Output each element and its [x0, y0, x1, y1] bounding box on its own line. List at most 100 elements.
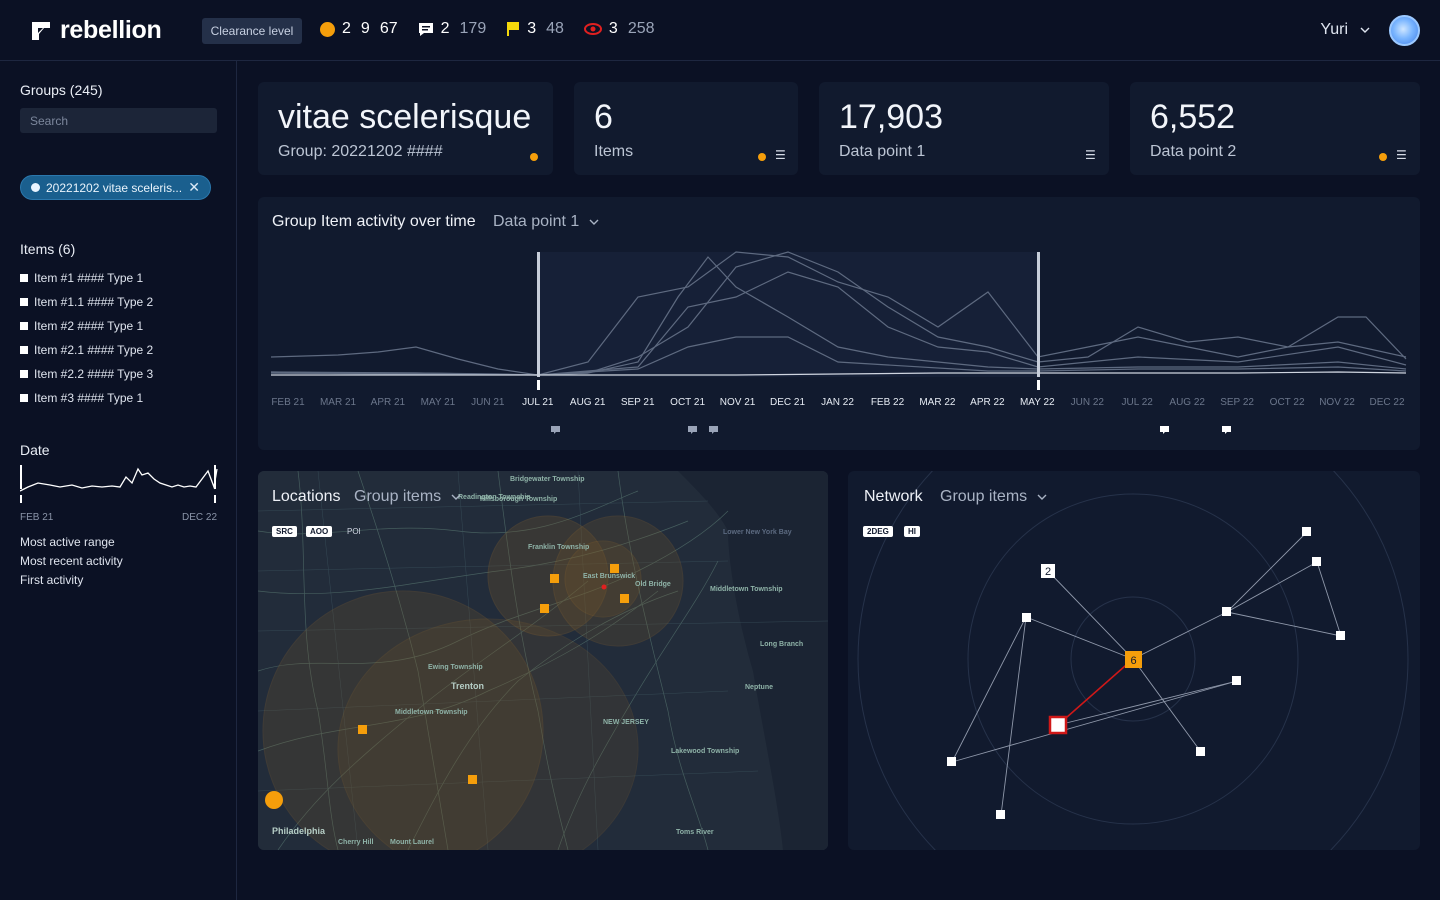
alert-node[interactable]	[1048, 715, 1068, 735]
month-tick-label: SEP 21	[621, 397, 655, 408]
poi-marker[interactable]	[468, 775, 477, 784]
activity-panel: Group Item activity over time Data point…	[258, 197, 1420, 450]
items-card[interactable]: 6 Items ☰	[574, 82, 798, 175]
stat-flags[interactable]: 3 48	[506, 20, 564, 38]
brand-name: rebellion	[60, 16, 162, 44]
comment-marker-icon[interactable]	[1160, 426, 1169, 434]
stat-comments[interactable]: 2 179	[418, 20, 486, 38]
selected-range	[538, 252, 1039, 377]
current-location-dot[interactable]	[601, 584, 607, 590]
avatar[interactable]	[1389, 15, 1420, 46]
range-end-handle[interactable]	[1037, 252, 1040, 377]
poi-marker[interactable]	[550, 574, 559, 583]
group-id: Group: 20221202 ####	[278, 143, 443, 160]
tag-src[interactable]: SRC	[272, 526, 297, 537]
chevron-down-icon	[589, 219, 599, 225]
menu-icon[interactable]: ☰	[1396, 148, 1407, 162]
first-activity-link[interactable]: First activity	[20, 573, 84, 587]
comment-marker-icon[interactable]	[709, 426, 718, 434]
most-active-range-link[interactable]: Most active range	[20, 535, 115, 549]
list-item[interactable]: Item #3 #### Type 1	[20, 386, 153, 410]
network-graph[interactable]: 2 6	[848, 471, 1420, 850]
poi-marker[interactable]	[610, 564, 619, 573]
comment-marker-icon[interactable]	[551, 426, 560, 434]
menu-icon[interactable]: ☰	[1085, 148, 1096, 162]
brand-logo[interactable]: rebellion	[30, 16, 162, 45]
month-tick-label: FEB 22	[871, 397, 905, 408]
tag-2deg[interactable]: 2DEG	[863, 526, 893, 537]
stat-value: 3	[527, 20, 537, 37]
activity-chart[interactable]: FEB 21 MAR 21 APR 21 MAY 21 JUN 21 JUL 21 AUG …	[258, 197, 1420, 450]
tag-poi[interactable]: POI	[347, 527, 361, 536]
month-tick-label: OCT 22	[1270, 397, 1305, 408]
locations-map[interactable]: Hillsborough Township Franklin Township Ea…	[258, 471, 828, 850]
item-square-icon	[20, 346, 28, 354]
poi-marker[interactable]	[620, 594, 629, 603]
tag-aoo[interactable]: AOO	[306, 526, 333, 537]
stat-value: 48	[546, 20, 564, 37]
chip-dot-icon	[31, 183, 40, 192]
activity-metric-dropdown[interactable]: Data point 1	[493, 213, 599, 231]
network-panel: 2 6 Network Group items 2DEG HI	[848, 471, 1420, 850]
items-count: 6	[594, 98, 613, 136]
data-point-2-card[interactable]: 6,552 Data point 2 ☰	[1130, 82, 1420, 175]
network-node[interactable]	[1232, 676, 1241, 685]
list-item[interactable]: Item #2.2 #### Type 3	[20, 362, 153, 386]
locations-panel: Hillsborough Township Franklin Township Ea…	[258, 471, 828, 850]
range-start-handle[interactable]	[537, 252, 540, 377]
user-menu[interactable]: Yuri	[1320, 21, 1370, 39]
list-item[interactable]: Item #1 #### Type 1	[20, 266, 153, 290]
date-range-sparkline[interactable]	[20, 461, 220, 507]
item-label: Item #3 #### Type 1	[34, 391, 144, 405]
groups-title: Groups (245)	[20, 82, 103, 98]
network-node[interactable]	[1196, 747, 1205, 756]
selected-group-chip[interactable]: 20221202 vitae sceleris... ✕	[20, 175, 211, 200]
stat-value: 258	[627, 20, 655, 37]
close-icon[interactable]: ✕	[188, 179, 200, 195]
map-place-label: Franklin Township	[528, 544, 589, 551]
network-node[interactable]	[1022, 613, 1031, 622]
group-card[interactable]: vitae scelerisque Group: 20221202 ####	[258, 82, 553, 175]
stat-value: 9	[360, 20, 370, 37]
stat-views[interactable]: 3 258	[583, 20, 655, 38]
network-filter-dropdown[interactable]: Group items	[940, 488, 1047, 506]
network-node[interactable]	[1312, 557, 1321, 566]
network-node[interactable]	[1302, 527, 1311, 536]
stat-groups[interactable]: 2 9 67	[320, 20, 398, 38]
network-title: Network	[864, 488, 923, 505]
network-node[interactable]	[996, 810, 1005, 819]
comment-marker-icon[interactable]	[688, 426, 697, 434]
map-place-label: Long Branch	[760, 641, 803, 648]
data-point-1-card[interactable]: 17,903 Data point 1 ☰	[819, 82, 1109, 175]
map-place-label: Neptune	[745, 684, 773, 691]
poi-marker[interactable]	[358, 725, 367, 734]
search-input[interactable]: Search	[20, 108, 217, 133]
network-node[interactable]	[1222, 607, 1231, 616]
locations-filter-dropdown[interactable]: Group items	[354, 488, 461, 506]
network-node[interactable]	[1336, 631, 1345, 640]
items-label: Items	[594, 143, 634, 160]
network-node[interactable]	[947, 757, 956, 766]
source-marker[interactable]	[265, 791, 283, 809]
area-of-operation-circle[interactable]	[262, 590, 544, 850]
list-item[interactable]: Item #2.1 #### Type 2	[20, 338, 153, 362]
menu-icon[interactable]: ☰	[775, 148, 786, 162]
most-recent-activity-link[interactable]: Most recent activity	[20, 554, 123, 568]
list-item[interactable]: Item #1.1 #### Type 2	[20, 290, 153, 314]
hub-node[interactable]	[1125, 651, 1142, 668]
month-tick-label: JUN 22	[1071, 397, 1105, 408]
poi-marker[interactable]	[540, 604, 549, 613]
status-dot-icon	[530, 153, 538, 161]
area-of-operation-circle[interactable]	[487, 515, 609, 637]
item-label: Item #1.1 #### Type 2	[34, 295, 154, 309]
tick-marker	[537, 380, 540, 390]
network-node-labelled[interactable]	[1041, 564, 1055, 578]
comment-marker-icon[interactable]	[1222, 426, 1231, 434]
list-item[interactable]: Item #2 #### Type 1	[20, 314, 153, 338]
sidebar: Groups (245) Search 20221202 vitae scele…	[0, 61, 237, 900]
area-of-operation-circle[interactable]	[337, 618, 639, 850]
item-square-icon	[20, 322, 28, 330]
tag-hi[interactable]: HI	[904, 526, 920, 537]
data-point-1-label: Data point 1	[839, 143, 926, 160]
clearance-level-button[interactable]: Clearance level	[202, 18, 302, 44]
